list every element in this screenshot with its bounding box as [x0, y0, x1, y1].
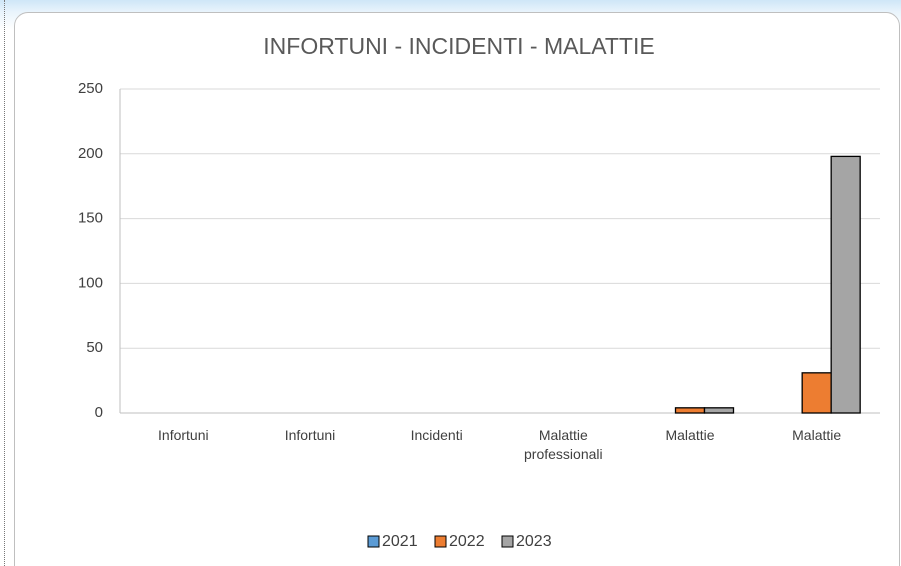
legend-label: 2023 — [516, 533, 552, 550]
legend-swatch — [501, 535, 514, 548]
bar — [703, 407, 735, 414]
x-tick-label: Infortuni — [158, 427, 209, 443]
x-tick-label: Malattie — [665, 427, 715, 443]
legend-swatch — [367, 535, 380, 548]
y-tick-label: 100 — [78, 274, 103, 291]
y-tick-label: 150 — [78, 210, 103, 227]
x-tick-label: Malattie — [792, 427, 842, 443]
chart-title: INFORTUNI - INCIDENTI - MALATTIE — [263, 33, 654, 59]
chart-card — [14, 12, 900, 566]
y-tick-label: 200 — [78, 145, 103, 162]
bar — [830, 155, 861, 414]
legend-swatch — [434, 535, 447, 548]
x-tick-label: Incidenti — [410, 427, 463, 443]
legend-label: 2022 — [449, 533, 485, 550]
bar — [801, 372, 832, 414]
bar — [674, 407, 706, 414]
y-tick-label: 50 — [86, 339, 103, 356]
legend-label: 2021 — [382, 533, 418, 550]
x-tick-label: Malattie professionali — [524, 427, 603, 462]
x-tick-label: Infortuni — [284, 427, 336, 443]
y-tick-label: 250 — [78, 80, 103, 97]
edge — [0, 0, 5, 566]
y-tick-label: 0 — [95, 404, 103, 421]
